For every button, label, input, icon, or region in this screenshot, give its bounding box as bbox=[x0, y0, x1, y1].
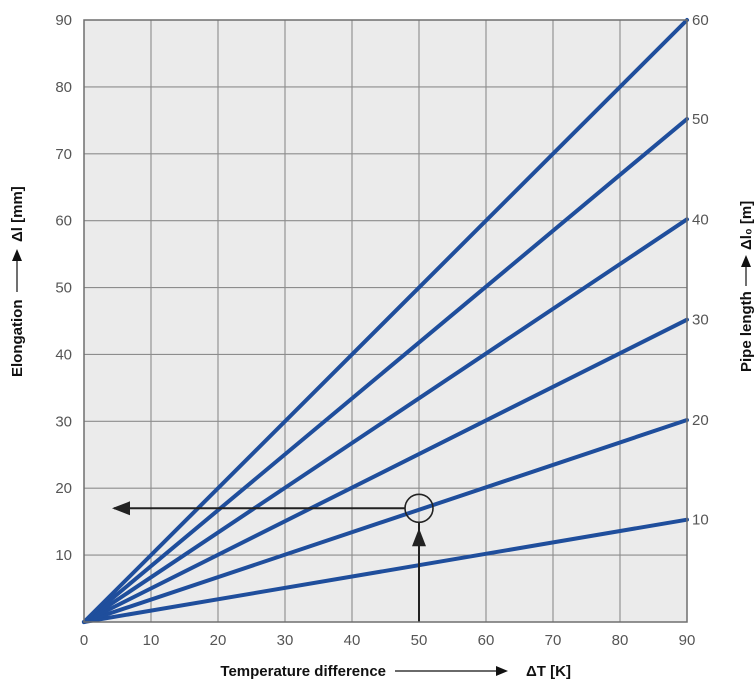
pipe-length-label: 60 bbox=[692, 12, 709, 29]
x-tick-label: 20 bbox=[210, 632, 227, 649]
y-tick-label: 90 bbox=[55, 12, 72, 29]
plot-frame bbox=[83, 19, 688, 623]
pipe-length-label: 40 bbox=[692, 211, 709, 228]
x-tick-label: 90 bbox=[679, 632, 696, 649]
x-tick-label: 50 bbox=[411, 632, 428, 649]
x-tick-label: 70 bbox=[545, 632, 562, 649]
pipe-length-label: 10 bbox=[692, 512, 709, 529]
y2-axis-title: Pipe length bbox=[738, 291, 755, 372]
x-axis-arrowhead bbox=[496, 666, 508, 676]
y-axis-title: Elongation bbox=[9, 300, 26, 378]
x-tick-label: 30 bbox=[277, 632, 294, 649]
y-tick-label: 80 bbox=[55, 79, 72, 96]
y-tick-label: 70 bbox=[55, 146, 72, 163]
x-tick-label: 40 bbox=[344, 632, 361, 649]
x-axis-title: Temperature difference bbox=[220, 663, 386, 680]
y-tick-label: 50 bbox=[55, 280, 72, 297]
series-line bbox=[82, 18, 689, 624]
x-tick-labels: 0 10 20 30 40 50 60 70 80 90 bbox=[80, 632, 696, 649]
series-line bbox=[82, 116, 689, 624]
series-line bbox=[82, 517, 689, 624]
x-tick-label: 60 bbox=[478, 632, 495, 649]
pipe-length-label: 30 bbox=[692, 312, 709, 329]
y2-axis-arrowhead bbox=[741, 255, 751, 267]
y-tick-labels: 10 20 30 40 50 60 70 80 90 bbox=[55, 12, 72, 564]
example-circle bbox=[404, 493, 434, 524]
y-tick-label: 40 bbox=[55, 346, 72, 363]
x-axis-unit: ΔT [K] bbox=[526, 663, 571, 680]
series-line bbox=[82, 417, 689, 624]
pipe-length-label: 20 bbox=[692, 412, 709, 429]
y-tick-label: 20 bbox=[55, 480, 72, 497]
y-axis-arrowhead bbox=[12, 249, 22, 261]
example-left-arrow bbox=[112, 501, 130, 516]
y-tick-label: 60 bbox=[55, 213, 72, 230]
example-up-arrow bbox=[412, 528, 426, 547]
series-line bbox=[82, 217, 689, 624]
series-lines bbox=[82, 18, 689, 624]
pipe-length-label: 50 bbox=[692, 111, 709, 128]
y2-axis-unit: Δl₀ [m] bbox=[738, 201, 755, 250]
pipe-length-labels: 10 20 30 40 50 60 bbox=[692, 12, 709, 529]
series-line bbox=[82, 317, 689, 624]
x-tick-label: 10 bbox=[143, 632, 160, 649]
y-tick-label: 10 bbox=[55, 547, 72, 564]
reading-example bbox=[112, 493, 434, 622]
x-tick-label: 80 bbox=[612, 632, 629, 649]
y-axis-unit: Δl [mm] bbox=[9, 186, 26, 242]
y-tick-label: 30 bbox=[55, 413, 72, 430]
x-tick-label: 0 bbox=[80, 632, 88, 649]
